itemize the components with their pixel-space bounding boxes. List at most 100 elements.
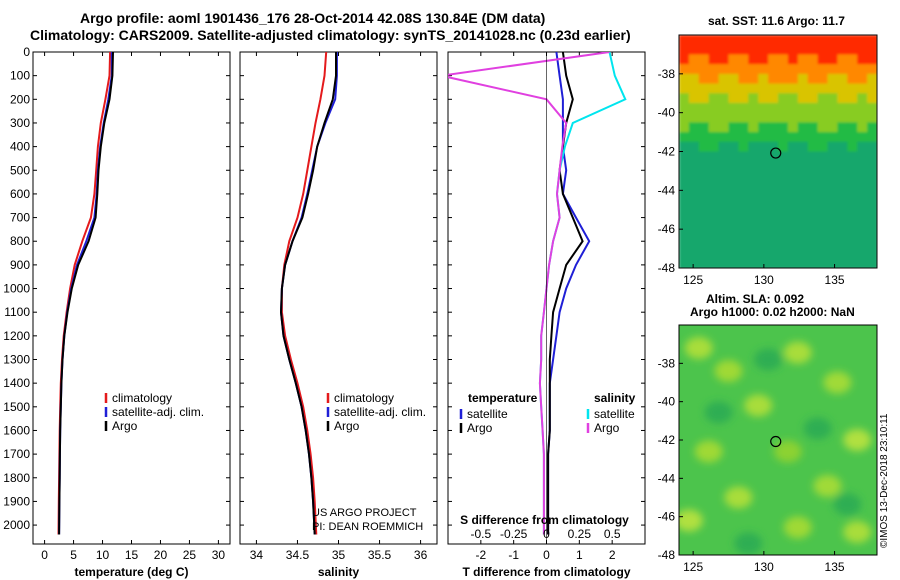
sst-cell <box>758 93 770 104</box>
sst-cell <box>738 209 750 221</box>
sst-cell <box>797 54 809 66</box>
sst-cell <box>778 229 789 240</box>
sst-cell <box>728 35 740 46</box>
sst-cell <box>698 35 710 46</box>
sst-cell <box>748 238 760 250</box>
sst-cell <box>797 238 809 250</box>
sst-cell <box>758 64 770 75</box>
sst-cell <box>857 258 869 268</box>
sst-cell <box>738 141 750 153</box>
sst-cell <box>778 151 789 163</box>
depth-tick-label: 1300 <box>3 353 30 367</box>
sst-cell <box>807 161 819 172</box>
sst-cell <box>847 238 859 250</box>
sst-cell <box>867 258 877 268</box>
sst-cell <box>867 93 877 104</box>
depth-tick-label: 500 <box>10 163 30 177</box>
temperature-series-group <box>57 52 114 535</box>
sst-cell <box>857 83 869 95</box>
sst-cell <box>787 238 799 250</box>
sst-cell <box>688 83 700 95</box>
sst-cell <box>787 219 799 231</box>
sst-cell <box>679 190 690 202</box>
sst-cell <box>847 141 859 153</box>
sst-cell <box>857 73 869 85</box>
sst-cell <box>718 102 730 114</box>
difference-panel: -2 -1 0 1 2 T difference from climatology -0.5… <box>447 51 646 579</box>
sst-cell <box>797 229 809 240</box>
sst-cell <box>728 141 740 153</box>
sst-cell <box>778 44 789 56</box>
sst-cell <box>867 122 877 134</box>
sst-cell <box>797 151 809 163</box>
sst-cell <box>708 258 720 268</box>
sst-cell <box>698 238 710 250</box>
sst-cell <box>688 54 700 66</box>
sst-cell <box>827 64 839 75</box>
sst-cell <box>688 190 700 202</box>
sst-cell <box>807 112 819 124</box>
sst-cell <box>847 219 859 231</box>
sst-cell <box>748 73 760 85</box>
sst-cell <box>688 141 700 153</box>
sst-cell <box>827 141 839 153</box>
sst-cell <box>867 151 877 163</box>
sst-cell <box>837 209 849 221</box>
sst-cell <box>778 35 789 46</box>
sst-cell <box>837 83 849 95</box>
sst-cell <box>748 93 760 104</box>
depth-tick-label: 800 <box>10 234 30 248</box>
sst-cell <box>748 170 760 182</box>
sst-cell <box>797 170 809 182</box>
sst-cell <box>708 190 720 202</box>
sst-cell <box>758 190 770 202</box>
sst-cell <box>817 151 829 163</box>
sst-cell <box>728 73 740 85</box>
sst-cell <box>718 112 730 124</box>
sst-cell <box>679 132 690 143</box>
sst-cell <box>738 73 750 85</box>
sst-cell <box>817 248 829 260</box>
sst-cell <box>708 141 720 153</box>
sst-cell <box>698 44 710 56</box>
sst-cell <box>787 44 799 56</box>
difference-xtick-label: 2 <box>609 548 616 562</box>
depth-tick-label: 1500 <box>3 400 30 414</box>
sst-cell <box>708 93 720 104</box>
depth-tick-label: 1900 <box>3 494 30 508</box>
sst-cell <box>827 200 839 211</box>
sst-cell <box>857 209 869 221</box>
sst-cell <box>718 151 730 163</box>
sst-cell <box>688 112 700 124</box>
sla-map-ytick-label: -46 <box>658 510 676 524</box>
sst-cell <box>787 112 799 124</box>
sst-cell <box>778 258 789 268</box>
sst-cell <box>857 190 869 202</box>
depth-tick-label: 1200 <box>3 329 30 343</box>
sst-cell <box>837 102 849 114</box>
temperature-plot-frame <box>32 51 231 545</box>
sst-cell <box>738 190 750 202</box>
sla-blob <box>833 493 862 516</box>
sst-cell <box>827 209 839 221</box>
sst-cell <box>728 102 740 114</box>
sst-cell <box>768 54 779 66</box>
sst-cell <box>807 170 819 182</box>
sst-cell <box>847 64 859 75</box>
sst-cell <box>698 102 710 114</box>
sst-cell <box>688 200 700 211</box>
sla-blob <box>704 401 733 424</box>
sst-cell <box>867 54 877 66</box>
sst-cell <box>738 219 750 231</box>
sst-cell <box>867 180 877 192</box>
sst-cell <box>837 151 849 163</box>
sst-cell <box>837 44 849 56</box>
sst-cell <box>847 35 859 46</box>
sst-cell <box>847 209 859 221</box>
sla-map-title-line2: Argo h1000: 0.02 h2000: NaN <box>690 305 855 319</box>
depth-tick-label: 2000 <box>3 518 30 532</box>
sst-cell <box>827 73 839 85</box>
sst-cell <box>768 102 779 114</box>
sst-cell <box>708 83 720 95</box>
difference-xtick-label: 1 <box>576 548 583 562</box>
